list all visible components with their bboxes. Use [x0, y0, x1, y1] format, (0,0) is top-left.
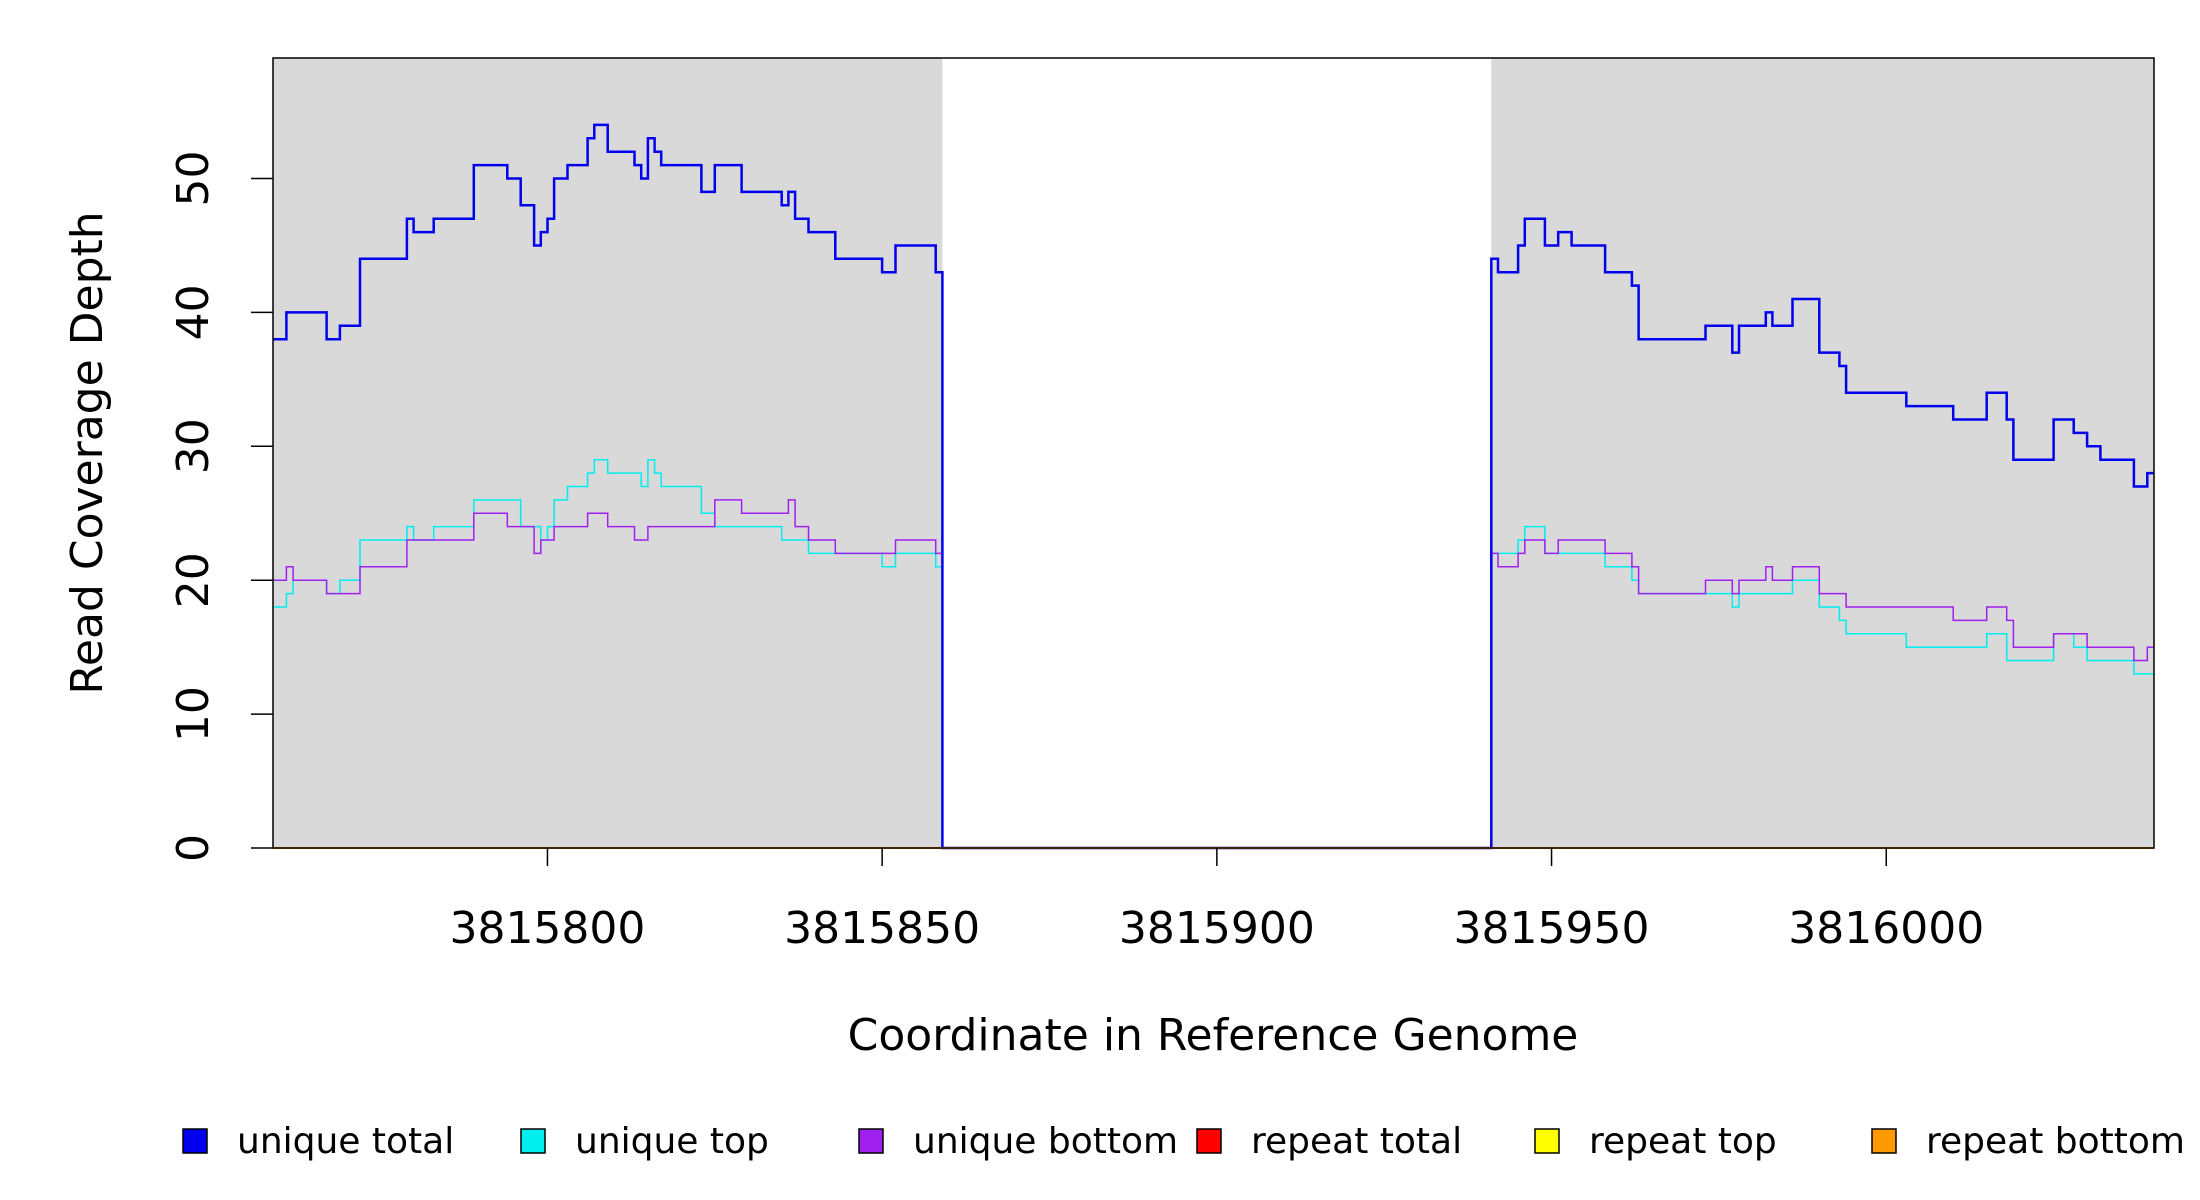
legend-swatch [182, 1128, 208, 1154]
legend-label: unique bottom [913, 1121, 1178, 1162]
y-tick-label: 10 [168, 686, 219, 742]
legend-swatch [858, 1128, 884, 1154]
y-tick-label: 30 [168, 418, 219, 474]
legend-swatch [1871, 1128, 1897, 1154]
legend-label: repeat total [1251, 1121, 1462, 1162]
legend-label: repeat bottom [1926, 1121, 2185, 1162]
x-axis-title: Coordinate in Reference Genome [848, 1010, 1579, 1061]
x-tick-label: 3815950 [1454, 903, 1650, 954]
x-axis: 3815800 3815850 3815900 3815950 3816000 [449, 848, 1984, 954]
shaded-region-2 [1491, 58, 2154, 848]
legend: unique total unique top unique bottom repea… [182, 1121, 2185, 1162]
x-tick-label: 3816000 [1788, 903, 1984, 954]
series-unique-top [273, 458, 2154, 849]
legend-swatch [520, 1128, 546, 1154]
legend-label: repeat top [1589, 1121, 1777, 1162]
y-axis: 0 10 20 30 40 50 [168, 151, 273, 862]
series-unique-bottom [273, 499, 2154, 849]
shaded-region-1 [273, 58, 943, 848]
plot-frame [272, 57, 2155, 849]
x-tick-label: 3815800 [449, 903, 645, 954]
legend-label: unique total [237, 1121, 454, 1162]
y-axis-title: Read Coverage Depth [62, 211, 113, 694]
shaded-regions [273, 58, 2154, 848]
legend-swatch [1534, 1128, 1560, 1154]
y-tick-label: 40 [168, 284, 219, 340]
y-tick-label: 0 [168, 834, 219, 862]
legend-swatch [1196, 1128, 1222, 1154]
x-tick-label: 3815900 [1119, 903, 1315, 954]
y-tick-label: 20 [168, 552, 219, 608]
x-tick-label: 3815850 [784, 903, 980, 954]
legend-label: unique top [575, 1121, 769, 1162]
series-unique-total [273, 123, 2154, 850]
y-tick-label: 50 [168, 151, 219, 207]
